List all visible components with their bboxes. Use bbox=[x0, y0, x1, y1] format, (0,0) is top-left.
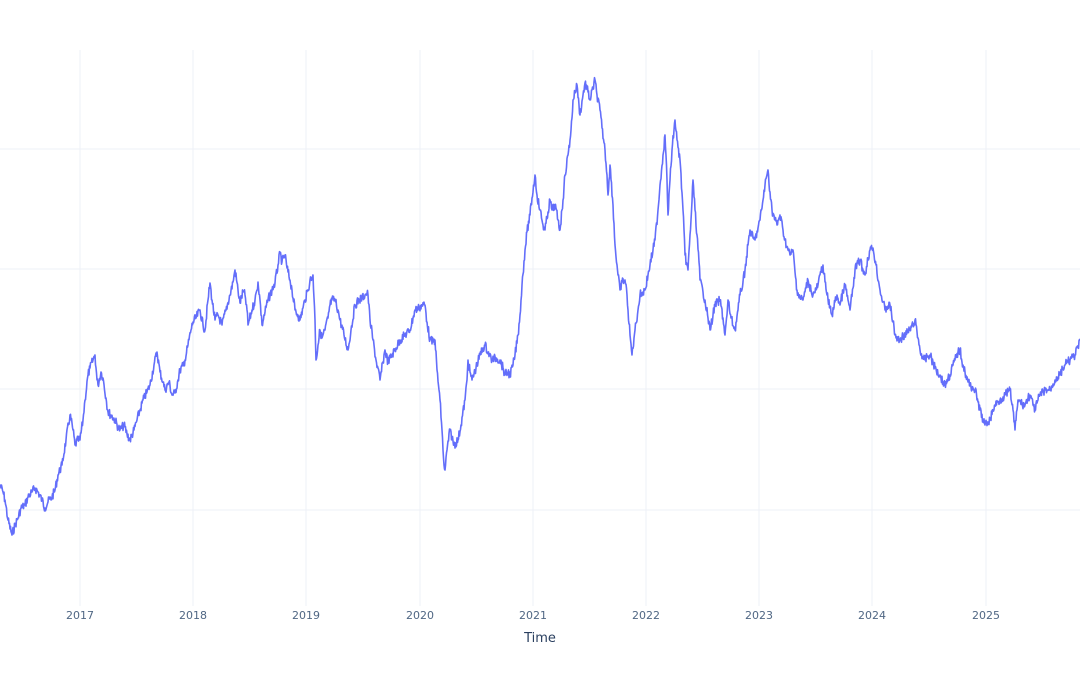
x-tick-label: 2019 bbox=[292, 609, 320, 622]
x-axis-tick-labels: 2017 2018 2019 2020 2021 2022 2023 2024 2025 bbox=[66, 609, 1000, 622]
x-tick-label: 2022 bbox=[632, 609, 660, 622]
x-tick-label: 2018 bbox=[179, 609, 207, 622]
y-gridlines bbox=[0, 148, 1080, 511]
plot-area[interactable] bbox=[0, 50, 1080, 606]
x-axis-title: Time bbox=[523, 631, 556, 646]
x-tick-label: 2025 bbox=[972, 609, 1000, 622]
x-tick-label: 2023 bbox=[745, 609, 773, 622]
x-tick-label: 2017 bbox=[66, 609, 94, 622]
x-tick-label: 2021 bbox=[519, 609, 547, 622]
x-gridlines bbox=[79, 50, 987, 606]
x-tick-label: 2020 bbox=[406, 609, 434, 622]
x-tick-label: 2024 bbox=[858, 609, 886, 622]
series-line[interactable] bbox=[0, 76, 1080, 536]
